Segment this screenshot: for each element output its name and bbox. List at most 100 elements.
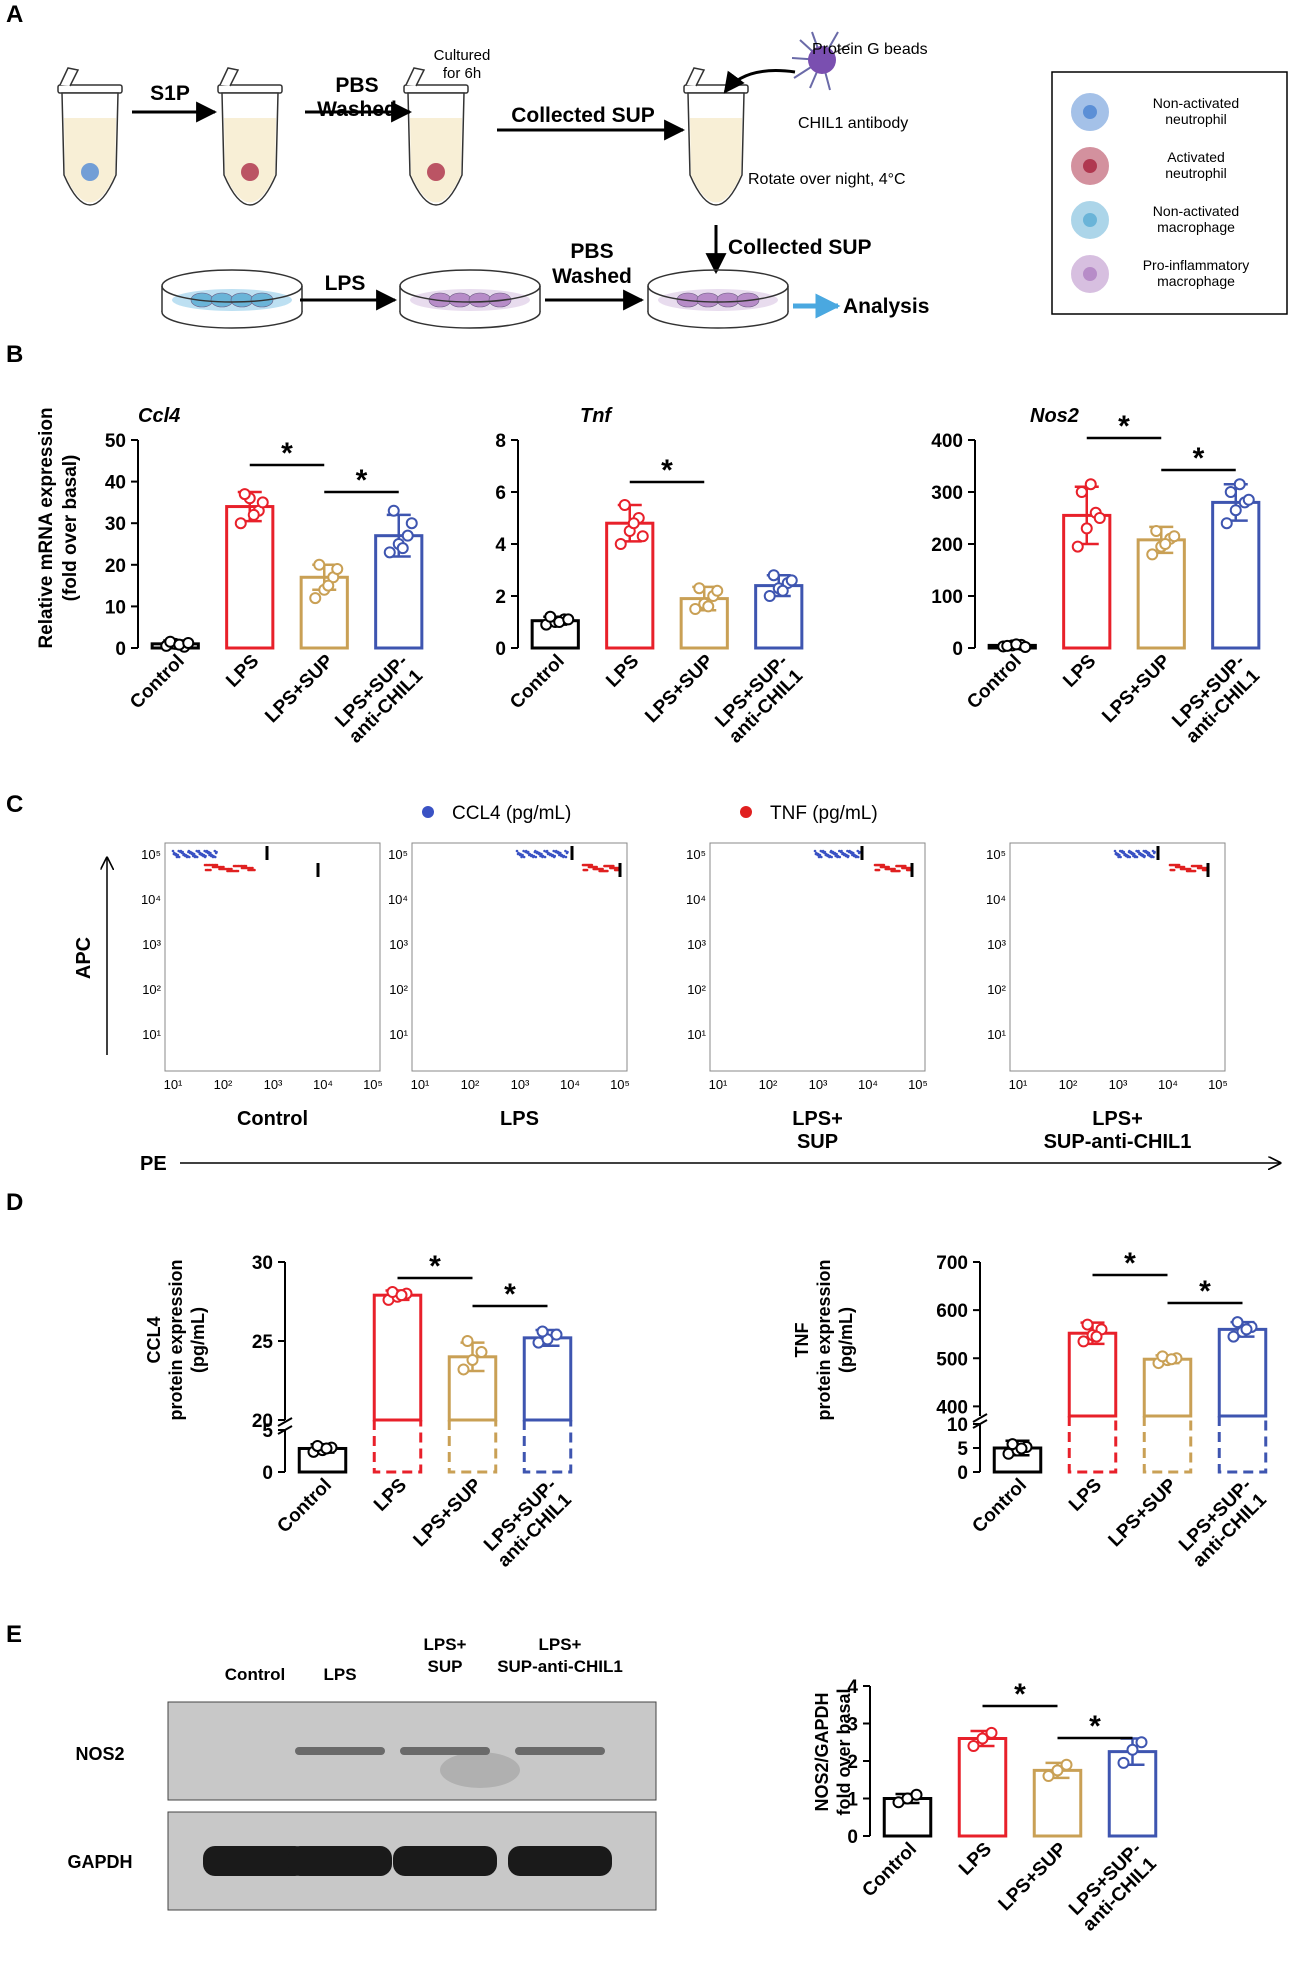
apc-axis-label: APC [73,937,95,979]
label-collected-sup-1: Collected SUP [511,104,655,127]
cell-icon [468,292,492,308]
ccl4-event [1123,853,1126,857]
ccl4-event [171,849,175,853]
nos2-band [515,1747,605,1755]
y-tick-label: 1 [847,1790,858,1811]
x-tick-label: 10² [214,1077,233,1092]
x-label: LPS+SUP [1098,650,1175,727]
label-cultured-a: Cultured [434,47,491,64]
ccl4-event [565,851,569,855]
x-label: LPS [955,1839,996,1880]
cell-icon [696,292,720,308]
x-tick-label: 10⁴ [1158,1077,1178,1092]
panel-b-letter: B [6,341,23,368]
x-tick-label: 10² [461,1077,480,1092]
significance-star: * [1089,1710,1101,1743]
tnf-event [887,865,890,869]
y-tick-label: 0 [262,1463,273,1484]
plot-label: Control [237,1108,308,1130]
significance-star: * [281,437,293,470]
ccl4-event [1146,853,1150,857]
ccl4-event [545,850,548,854]
data-point [562,613,575,626]
bar-lower [1142,1416,1193,1474]
ccl4-event [526,851,530,855]
cell-icon [210,292,234,308]
tube-cap [685,67,706,87]
tube-liquid [690,118,742,203]
data-point [387,504,400,517]
data-point [1075,486,1088,498]
ccl4-event [1113,849,1117,853]
bar [225,505,275,650]
data-point [763,590,776,602]
plot-frame [709,842,926,1072]
ccl4-event [529,854,533,858]
panel-a-letter: A [6,1,23,28]
panel-e-letter: E [6,1621,22,1648]
plot-label: LPS [500,1108,539,1130]
legend-label: Non-activated [1153,95,1239,111]
data-point [1117,1756,1130,1769]
svg-text:fold over basal: fold over basal [834,1688,854,1815]
ccl4-event [564,855,568,859]
data-point [475,1346,488,1359]
dish-row [161,269,789,329]
dish-icon [647,269,789,329]
cell-nucleus [1083,105,1097,119]
data-point [1090,1330,1103,1343]
legend-label: neutrophil [1165,165,1227,181]
y-tick-label: 10³ [987,937,1006,952]
ccl4-event [177,849,181,853]
lane-label: LPS+ [424,1635,467,1654]
tnf-event [882,863,886,867]
x-label: LPS+SUP-anti-CHIL1 [711,651,807,748]
data-point [693,582,706,595]
ccl4-event [533,850,537,854]
x-label: LPS [222,651,263,692]
label-pbs-2b: Washed [552,265,632,288]
ccl4-event [1138,852,1141,856]
significance-star: * [356,464,368,497]
membrane-smudge [440,1752,520,1788]
tnf-event [215,863,219,867]
x-label: LPS+SUP [1105,1474,1182,1551]
flow-plot: 10⁵ 10⁴ 10³ 10² 10¹ 10¹ 10² 10³ 10⁴ 10⁵ Control [141,842,383,1130]
x-label: Control [506,651,569,714]
tnf-event [1199,864,1203,868]
label-rotate: Rotate over night, 4°C [748,171,906,188]
ccl4-event [1152,851,1156,855]
ccl4-event [556,851,560,855]
row-label: NOS2 [75,1744,124,1764]
bar [1136,538,1186,650]
plot-label: LPS+ [792,1108,843,1130]
flow-plot: 10⁵ 10⁴ 10³ 10² 10¹ 10¹ 10² 10³ 10⁴ 10⁵ LPS+SUP-an… [986,842,1228,1153]
data-point [461,1335,474,1347]
data-point [976,1732,989,1745]
legend-label: Pro-inflammatory [1143,257,1250,273]
x-label: LPS [370,1475,411,1516]
y-tick-label: 20 [105,556,126,577]
tnf-event [253,868,256,872]
plot-frame [411,842,628,1072]
bar [1032,1768,1083,1838]
y-tick-label: 10¹ [687,1027,706,1042]
y-tick-label: 20 [252,1411,273,1432]
svg-text:Relative mRNA expression: Relative mRNA expression [36,407,57,648]
chart-tnf-mrna: Tnf 0 2 4 6 8 Control LPSLPS+SUPLPS+SUP-anti-CH… [495,405,807,748]
ccl4-event [548,853,552,857]
x-tick-label: LPS+SUP [1105,1474,1182,1551]
data-point [405,517,418,530]
chart-ccl4-protein: 20 25 30 0 5 Control LPSLPS+SUPLPS+SUP-anti-CH… [252,1250,576,1572]
data-point [309,592,322,605]
dish-icon [399,269,541,329]
y-tick-label: 700 [936,1253,968,1274]
x-label: LPS+SUP [261,650,338,727]
cell-legend: Non-activated neutrophilActivatedneutroph… [1071,93,1250,293]
x-tick-label: Control [273,1475,336,1538]
data-point [1168,530,1181,543]
chart-title: Nos2 [1030,405,1079,427]
